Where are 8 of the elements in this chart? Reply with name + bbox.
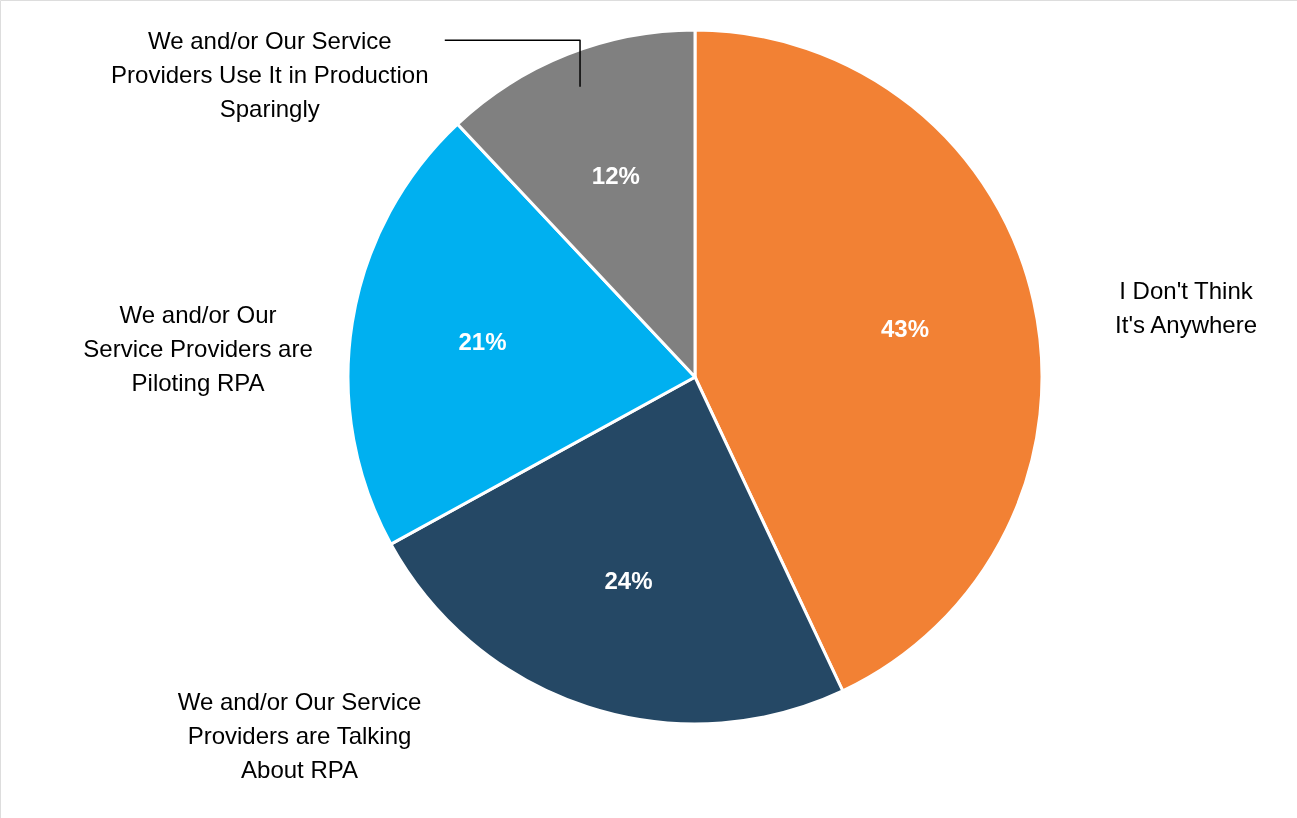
data-label: 12% <box>591 161 640 189</box>
data-label: 24% <box>604 566 653 594</box>
slice-label: I Don't Think It's Anywhere <box>1115 277 1258 339</box>
slice-label: We and/or Our Service Providers are Talking About RPA <box>177 687 422 783</box>
data-label: 21% <box>458 328 507 356</box>
slice-label: We and/or Our Service Providers are Piloting RPA <box>83 301 313 397</box>
data-label: 43% <box>880 315 929 343</box>
slice-label: We and/or Our Service Providers Use It in Production Sparingly <box>111 27 429 123</box>
